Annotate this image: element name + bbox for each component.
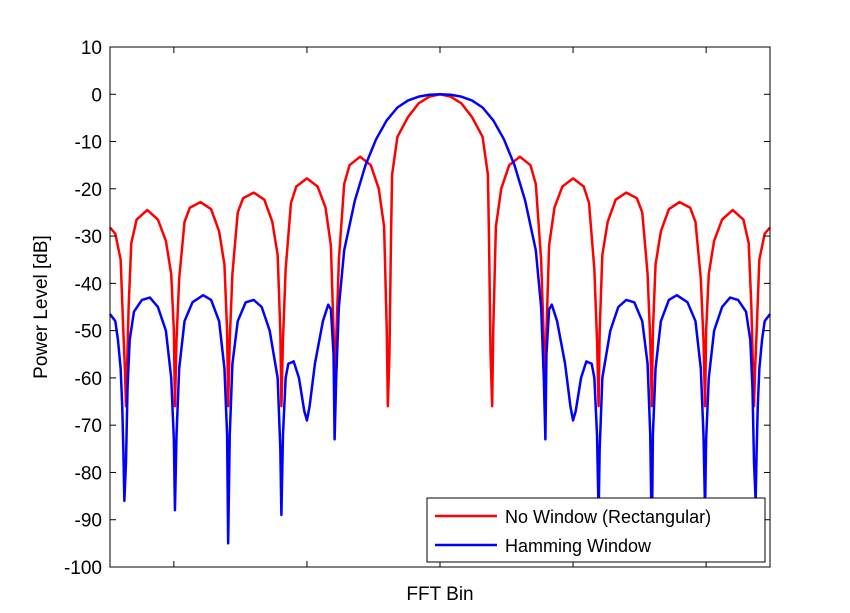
y-axis-ticks: 10 0 -10 -20 -30 -40 -50 -60 -70 -80 -90 -100	[64, 38, 770, 579]
legend: No Window (Rectangular) Hamming Window	[426, 497, 766, 563]
y-tick-label: -70	[75, 416, 102, 437]
y-tick-label: -60	[75, 369, 102, 390]
y-tick-label: -90	[75, 511, 102, 532]
legend-label-hamming: Hamming Window	[505, 536, 652, 556]
legend-box	[426, 497, 766, 563]
y-tick-label: -100	[64, 558, 102, 579]
plot-area: 10 0 -10 -20 -30 -40 -50 -60 -70 -80 -90 -100	[64, 38, 771, 579]
y-tick-label: 0	[91, 85, 102, 106]
y-tick-label: -40	[75, 274, 102, 295]
y-tick-label: -30	[75, 227, 102, 248]
x-axis-ticks	[173, 47, 707, 567]
y-tick-label: -50	[75, 322, 102, 343]
series-line-1	[109, 93, 771, 545]
x-axis-label: FFT Bin	[406, 584, 473, 605]
axes-box	[110, 47, 770, 567]
y-tick-label: 10	[81, 38, 102, 59]
y-tick-label: -80	[75, 463, 102, 484]
y-tick-label: -10	[75, 133, 102, 154]
y-axis-label: Power Level [dB]	[31, 235, 52, 379]
legend-label-no-window: No Window (Rectangular)	[505, 507, 711, 527]
series-layer	[109, 93, 771, 545]
y-tick-label: -20	[75, 180, 102, 201]
